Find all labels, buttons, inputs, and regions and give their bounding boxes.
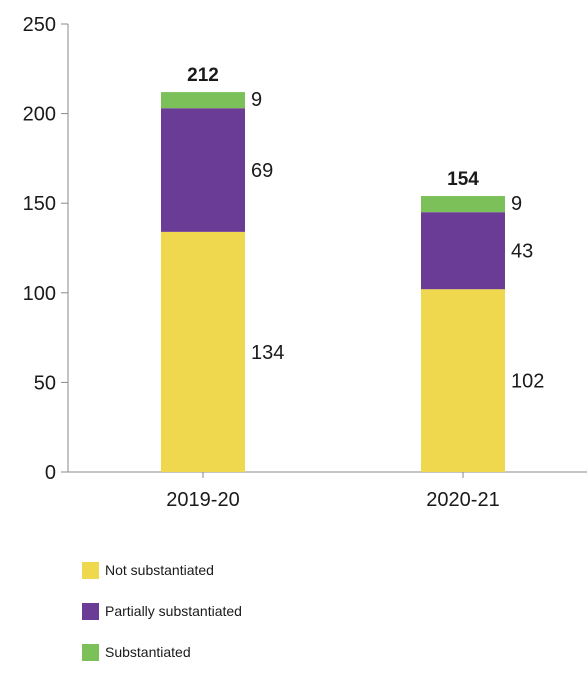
bar-segment-substantiated <box>421 196 505 213</box>
x-tick-label: 2020-21 <box>426 489 499 511</box>
segment-value-label: 134 <box>251 342 284 364</box>
bars <box>161 92 505 472</box>
legend-item-partially-substantiated: Partially substantiated <box>82 601 242 621</box>
legend: Not substantiated Partially substantiate… <box>82 560 242 683</box>
y-tick-label: 50 <box>34 372 56 394</box>
segment-value-label: 9 <box>511 193 522 215</box>
y-tick-label: 200 <box>23 104 56 126</box>
legend-swatch-not-substantiated <box>82 561 99 579</box>
segment-value-label: 9 <box>251 89 262 111</box>
bar-segment-partially-substantiated <box>421 212 505 290</box>
legend-item-not-substantiated: Not substantiated <box>82 560 242 580</box>
axes: 0 50 100 150 200 250 2019-20 2020-21 <box>23 14 587 511</box>
chart-container: 0 50 100 150 200 250 2019-20 2020-21 134 69 9 212 1… <box>23 14 587 661</box>
x-tick-label: 2019-20 <box>166 489 239 511</box>
bar-total-label: 212 <box>187 65 219 86</box>
legend-label: Substantiated <box>105 644 191 660</box>
bar-segment-not-substantiated <box>161 231 245 472</box>
bar-total-label: 154 <box>447 169 479 190</box>
y-tick-label: 100 <box>23 283 56 305</box>
legend-label: Not substantiated <box>105 562 214 578</box>
legend-label: Partially substantiated <box>105 603 242 619</box>
segment-value-label: 69 <box>251 160 273 182</box>
segment-value-label: 43 <box>511 241 533 263</box>
legend-swatch-substantiated <box>82 643 99 661</box>
bar-segment-partially-substantiated <box>161 108 245 232</box>
y-tick-label: 0 <box>45 462 56 484</box>
bar-segment-not-substantiated <box>421 289 505 472</box>
labels: 134 69 9 212 102 43 9 154 <box>187 65 544 393</box>
y-tick-label: 150 <box>23 193 56 215</box>
legend-item-substantiated: Substantiated <box>82 642 242 662</box>
bar-segment-substantiated <box>161 92 245 109</box>
legend-swatch-partially-substantiated <box>82 602 99 620</box>
segment-value-label: 102 <box>511 371 544 393</box>
y-tick-label: 250 <box>23 14 56 36</box>
